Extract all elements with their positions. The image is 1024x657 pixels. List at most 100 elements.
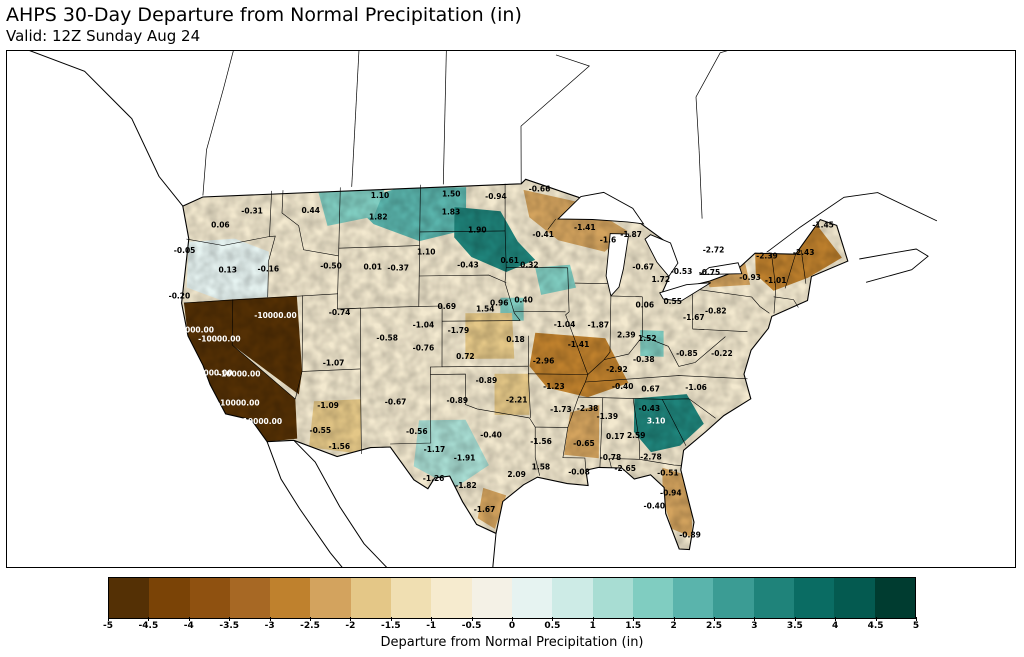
colorbar-tick-label: 4 (832, 621, 839, 631)
colorbar-tick-mark (390, 617, 392, 621)
state-border (338, 245, 420, 249)
colorbar-tick-label: -0.5 (461, 621, 482, 631)
alberta-sask-border (351, 51, 360, 187)
colorbar-tick-mark (229, 617, 231, 621)
colorbar-ticks: -5 -4.5 -4 -3.5 -3 -2.5 -2 -1.5 -1 -0.5 0 0.5 1 1.5 2 2… (103, 617, 920, 635)
colorbar-cell (834, 578, 875, 618)
maritimes-coast (859, 248, 929, 283)
state-border (186, 236, 270, 246)
colorbar-tick-mark (108, 617, 109, 621)
station-value-label: -0.89 (446, 396, 468, 405)
state-border (639, 459, 681, 466)
station-value-label: -2.43 (793, 248, 815, 257)
colorbar-cell (552, 578, 593, 618)
station-value-label: -0.94 (485, 192, 507, 201)
station-value-label: 0.06 (636, 301, 655, 310)
state-border (784, 254, 796, 289)
colorbar-cell (632, 578, 674, 618)
station-value-label: 0.17 (606, 432, 625, 441)
station-value-label: -2.38 (577, 404, 599, 413)
station-value-label: -1.67 (683, 313, 705, 322)
baja-coast (266, 441, 343, 567)
station-value-label: 0.96 (490, 298, 509, 307)
station-value-label: -0.53 (671, 267, 693, 276)
station-value-label: 0.06 (211, 221, 230, 230)
station-value-label: 0.13 (218, 265, 237, 274)
station-value-label: -0.51 (657, 469, 679, 478)
station-value-label: 0.18 (506, 335, 525, 344)
station-value-label: -0.56 (406, 427, 428, 436)
station-value-label: -2.39 (756, 251, 778, 260)
station-value-label: 3.10 (647, 416, 666, 425)
state-border (661, 399, 687, 446)
station-value-label: -1.6 (600, 236, 616, 245)
state-border (771, 252, 777, 314)
colorbar-cell (270, 578, 311, 618)
station-value-label: -2.78 (640, 453, 662, 462)
station-value-label: -1.73 (550, 405, 572, 414)
station-value-label: -0.76 (413, 343, 435, 352)
colorbar-tick-mark (552, 617, 554, 621)
station-value-label: -0.67 (632, 262, 654, 271)
gulf-of-california-coast (293, 439, 388, 567)
station-value-label: -0.78 (600, 453, 622, 462)
station-value-label: -0.89 (476, 376, 498, 385)
station-value-label: -1.41 (574, 223, 596, 232)
station-value-label: -0.43 (457, 261, 479, 270)
st-lawrence (766, 192, 938, 253)
station-labels: 0.06 -0.31 0.44 1.10 1.82 1.50 -0.94 -0.66 1.83 -… (137, 185, 834, 540)
state-border (504, 183, 521, 321)
colorbar-tick-mark (794, 617, 796, 621)
colorbar-cell (109, 578, 150, 618)
great-lake (659, 282, 711, 302)
state-border (231, 299, 296, 400)
station-value-label: -10000.00 (218, 370, 261, 379)
colorbar-tick-mark (754, 617, 756, 621)
colorbar-tick-mark (835, 617, 837, 621)
station-value-label: -1.87 (587, 321, 609, 330)
colorbar-cell (673, 578, 714, 618)
colorbar-tick-mark (714, 617, 715, 621)
colorbar-cell (794, 578, 835, 618)
station-value-label: -1.07 (323, 358, 345, 367)
station-value-label: 0.69 (438, 302, 457, 311)
station-value-label: 1.54 (476, 305, 495, 314)
colorbar-cell (713, 578, 754, 618)
station-value-label: -0.40 (612, 382, 634, 391)
station-value-label: -1.23 (543, 382, 565, 391)
station-value-label: -1.26 (423, 474, 445, 483)
colorbar-tick-mark (633, 617, 635, 621)
station-value-label: -10000.00 (171, 326, 214, 335)
station-value-label: -0.74 (329, 308, 351, 317)
station-value-label: -0.05 (174, 246, 196, 255)
colorbar-cell (229, 578, 271, 618)
colorbar-tick-label: -2.5 (300, 621, 320, 631)
manitoba-ontario-border (520, 54, 590, 184)
colorbar-cell (592, 578, 633, 618)
station-value-label: -0.20 (169, 292, 191, 301)
station-value-label: -2.65 (614, 464, 636, 473)
colorbar-tick-mark (148, 617, 150, 621)
precip-texture (181, 179, 848, 550)
map-title: AHPS 30-Day Departure from Normal Precip… (6, 4, 522, 26)
state-border (419, 230, 506, 233)
colorbar-cell (391, 578, 432, 618)
great-lake (644, 234, 679, 278)
station-value-label: 1.52 (638, 334, 657, 343)
station-value-label: 0.61 (500, 256, 519, 265)
station-value-label: 0.01 (363, 263, 382, 272)
station-value-label: -1.91 (454, 454, 476, 463)
station-value-label: -0.38 (633, 355, 655, 364)
state-border (773, 296, 799, 308)
colorbar-tick-label: -5 (103, 621, 113, 631)
station-value-label: 1.90 (468, 226, 487, 235)
colorbar-tick-label: -3 (264, 621, 275, 631)
colorbar-tick-label: 5 (912, 621, 920, 631)
station-value-label: -10000.00 (190, 368, 233, 377)
state-border (295, 295, 303, 400)
state-border (442, 320, 521, 322)
colorbar-tick-label: -1.5 (380, 621, 401, 631)
colorbar-tick-mark (673, 617, 675, 621)
great-lake (698, 262, 743, 276)
station-value-label: 1.10 (417, 248, 436, 257)
